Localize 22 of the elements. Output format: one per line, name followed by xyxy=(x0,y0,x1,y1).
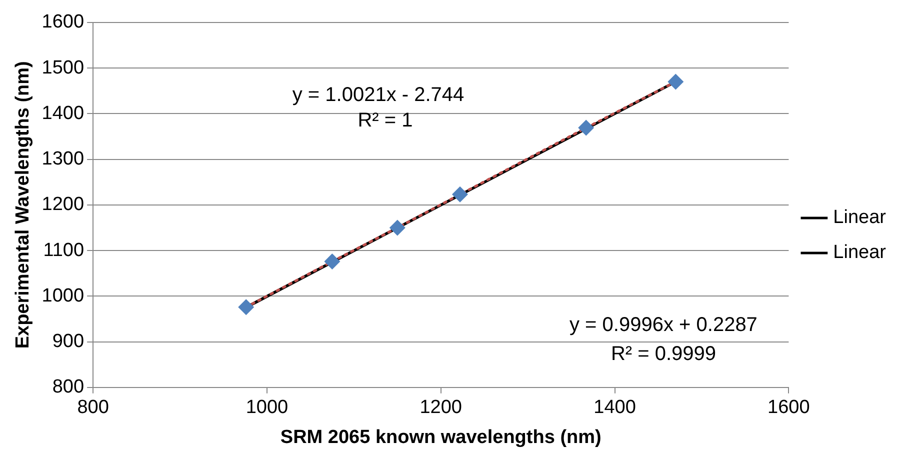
x-tick-label: 1600 xyxy=(768,397,810,418)
annotation: R² = 1 xyxy=(358,109,413,132)
y-axis-title: Experimental Wavelengths (nm) xyxy=(12,61,34,349)
y-tick-label: 800 xyxy=(52,376,84,398)
annotation: y = 1.0021x - 2.744 xyxy=(292,84,464,106)
legend-label: Linear xyxy=(833,242,887,264)
y-tick-label: 1100 xyxy=(43,240,84,261)
x-axis-title: SRM 2065 known wavelengths (nm) xyxy=(280,426,602,448)
x-tick-label: 800 xyxy=(77,397,109,418)
y-tick-label: 1000 xyxy=(42,285,84,306)
y-tick-label: 900 xyxy=(52,331,84,352)
y-tick-label: 1400 xyxy=(42,102,84,124)
y-tick-label: 1200 xyxy=(42,194,84,216)
y-tick-label: 1500 xyxy=(42,57,84,78)
legend-label: Linear xyxy=(833,207,887,228)
x-tick-label: 1000 xyxy=(246,397,288,418)
y-tick-label: 1600 xyxy=(42,12,84,33)
annotation: y = 0.9996x + 0.2287 xyxy=(570,314,758,336)
x-tick-label: 1400 xyxy=(594,397,636,418)
annotation: R² = 0.9999 xyxy=(610,343,716,366)
x-tick-label: 1200 xyxy=(420,397,462,418)
y-tick-label: 1300 xyxy=(42,148,84,170)
